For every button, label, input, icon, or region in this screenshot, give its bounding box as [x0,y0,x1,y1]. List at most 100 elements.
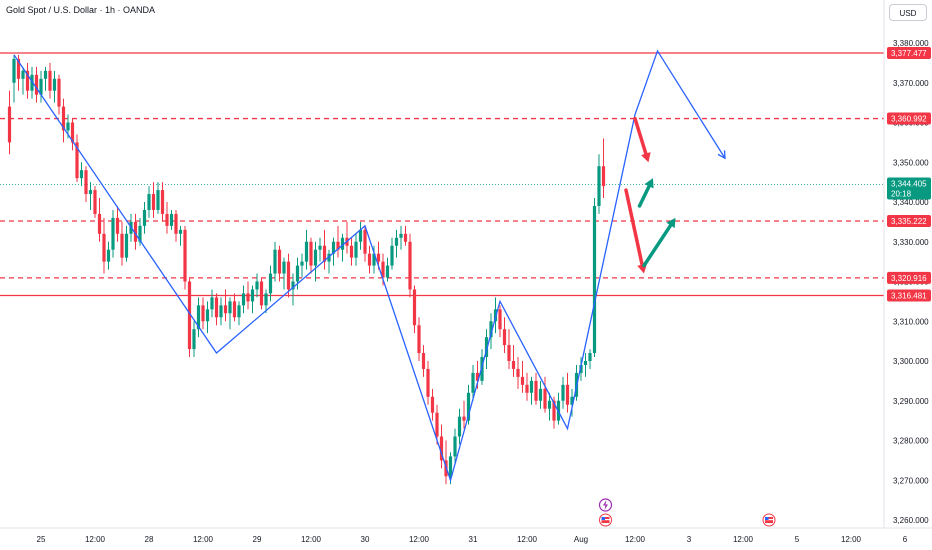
arrow-shaft [624,188,644,267]
candle-body [43,70,48,79]
candle [538,380,543,409]
candle-body [250,289,255,302]
candle-body [543,388,547,409]
candle-body [219,305,223,318]
x-tick-label: 12:00 [517,535,538,544]
x-tick-label: 12:00 [841,535,862,544]
candle [471,364,475,401]
candle-body [529,380,534,393]
candle-body [25,70,30,91]
y-tick-label: 3,330.000 [893,238,929,247]
x-tick-label: 28 [145,535,154,544]
candle-body [201,305,205,322]
candle-body [138,225,142,242]
candle [304,229,309,270]
candle [534,372,538,405]
candle [394,229,399,258]
flag-canton [601,517,605,520]
candle [349,237,354,266]
candle-body [376,253,381,262]
candle-body [106,249,111,262]
candle-body [561,384,565,401]
candle [255,273,259,298]
candle [39,70,43,103]
candle [169,209,174,230]
level-price-tag [887,271,931,284]
candle [264,289,268,314]
candle [61,98,66,143]
candle [466,384,471,425]
level-price-tag [887,214,931,227]
level-price-label: 3,335.222 [891,217,927,226]
candle [219,297,223,326]
candle-body [471,372,475,393]
candle-body [439,436,444,461]
level-price-label: 3,360.992 [891,115,927,124]
candle-body [70,122,75,143]
x-tick-label: 3 [687,535,692,544]
countdown-label: 20:18 [891,189,912,198]
candle [502,317,507,354]
candle [583,353,588,377]
candle [462,400,466,429]
bearish-arrow [633,116,651,163]
candle [511,345,516,377]
candle [331,237,336,266]
candle-body [178,229,183,234]
candle-body [385,265,390,278]
candle [426,361,430,405]
candle [318,237,322,262]
x-tick-label: 30 [361,535,370,544]
level-price-label: 3,377.477 [891,49,927,58]
candle-body [21,70,25,79]
candle-body [93,190,97,214]
candle-body [259,281,264,306]
zigzag-arrowhead [717,150,726,160]
candle-body [48,70,52,91]
candle [201,297,205,330]
bullish-arrow [642,217,676,268]
candle [592,198,597,358]
candle [358,221,363,250]
candle [435,404,439,445]
candle [97,198,102,242]
y-tick-label: 3,260.000 [893,516,929,525]
arrow-shaft [633,116,648,156]
candle-body [511,361,516,369]
candle-body [75,142,79,179]
candle [322,229,327,270]
candle-body [475,372,480,381]
drawings [13,49,726,483]
candle-body [295,265,300,282]
candle-body [151,194,156,210]
candle-body [448,456,453,477]
candle-body [552,400,556,421]
candle-body [205,309,210,322]
candle [601,138,606,199]
arrow-head [666,217,676,229]
us-flag-icon [762,513,776,527]
candle [417,317,421,361]
currency-button[interactable]: USD [889,4,927,21]
x-tick-label: 5 [795,535,800,544]
candle-body [300,261,304,266]
candle [403,225,408,246]
candle-body [174,213,178,234]
candle [124,225,129,262]
candle-body [538,388,543,401]
candle [237,301,241,326]
candle [547,392,552,421]
candle-body [237,305,241,318]
horizontal-levels [0,52,884,297]
candle-body [277,249,282,274]
candle [43,66,48,91]
candle-body [588,353,592,361]
candle [228,297,232,330]
candle [115,205,120,242]
candle-body [313,249,318,266]
candle [565,372,570,413]
candle-body [187,281,192,350]
candle-body [534,380,538,401]
candle-body [372,253,376,266]
